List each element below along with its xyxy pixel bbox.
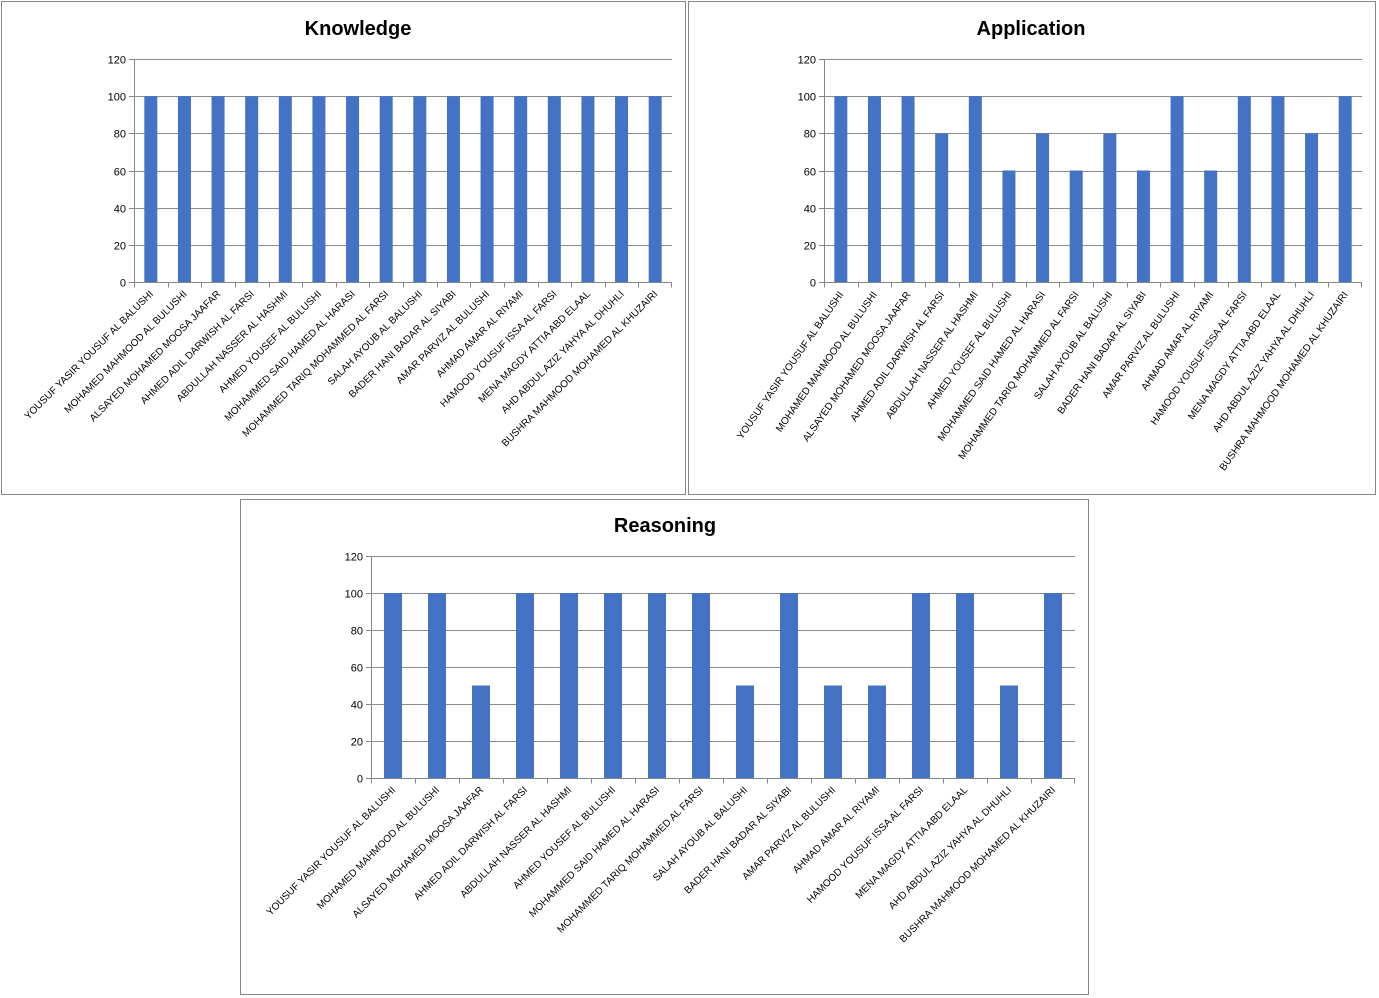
reasoning-bar [560, 593, 578, 778]
application-bar [1002, 170, 1016, 282]
application-y-tick-label: 0 [810, 278, 816, 290]
reasoning-y-tick-label: 40 [351, 700, 363, 712]
application-bar [1136, 170, 1150, 282]
reasoning-category-label: SALAH AYOUB AL BALUSHI [651, 785, 750, 884]
application-bar [1036, 133, 1050, 282]
knowledge-bar [177, 96, 191, 283]
application-bar [1069, 170, 1083, 282]
knowledge-bar [446, 96, 460, 283]
knowledge-chart-title: Knowledge [305, 18, 412, 40]
knowledge-chart: Knowledge 0 20 40 60 80 100 120 YOUSUF YASIR YOU… [23, 18, 672, 449]
reasoning-bar [1044, 593, 1062, 778]
knowledge-category-label: AHD ABDUL AZIZ YAHYA AL DHUHLI [500, 289, 627, 416]
knowledge-bar [346, 96, 360, 283]
reasoning-category-label: AMAR PARVIZ AL BULUSHI [740, 785, 838, 883]
reasoning-category-label: AHMAD AMAR AL RIYAMI [791, 785, 882, 876]
application-y-tick-label: 60 [804, 167, 816, 179]
knowledge-bar [379, 96, 393, 283]
application-y-tick-label: 80 [804, 129, 816, 141]
knowledge-category-label: YOUSUF YASIR YOUSUF AL BALUSHI [23, 289, 156, 422]
knowledge-bar [211, 96, 225, 283]
reasoning-bar [780, 593, 798, 778]
knowledge-bar [514, 96, 528, 283]
reasoning-chart-title: Reasoning [614, 515, 716, 537]
knowledge-bar [312, 96, 326, 283]
knowledge-y-tick-label: 80 [114, 129, 126, 141]
reasoning-y-tick-label: 120 [345, 552, 363, 564]
application-bar [834, 96, 848, 283]
knowledge-chart-panel: Knowledge 0 20 40 60 80 100 120 YOUSUF YASIR YOU… [1, 1, 686, 495]
reasoning-bar [868, 685, 886, 778]
reasoning-bar [1000, 685, 1018, 778]
application-bar [1305, 133, 1319, 282]
knowledge-bar [413, 96, 427, 283]
application-bar [867, 96, 881, 283]
application-bar [1338, 96, 1352, 283]
knowledge-y-tick-label: 100 [108, 92, 126, 104]
reasoning-bar [736, 685, 754, 778]
reasoning-bar [472, 685, 490, 778]
reasoning-y-tick-label: 20 [351, 737, 363, 749]
reasoning-category-label: BUSHRA MAHMOOD MOHAMED AL KHUZAIRI [898, 785, 1058, 945]
knowledge-y-tick-label: 60 [114, 167, 126, 179]
reasoning-bar [956, 593, 974, 778]
reasoning-y-tick-label: 80 [351, 626, 363, 638]
application-bar [968, 96, 982, 283]
knowledge-y-tick-label: 20 [114, 241, 126, 253]
application-chart-title: Application [977, 18, 1086, 40]
knowledge-bar [245, 96, 259, 283]
knowledge-bar [615, 96, 629, 283]
application-bar [1103, 133, 1117, 282]
knowledge-bar [648, 96, 662, 283]
application-chart-panel: Application 0 20 40 60 80 100 120 YOUSUF YASIR Y… [688, 1, 1376, 495]
application-bar [1170, 96, 1184, 283]
knowledge-y-tick-label: 0 [120, 278, 126, 290]
reasoning-chart-panel: Reasoning 0 20 40 60 80 100 120 YOUSUF YASIR YOU… [240, 499, 1089, 995]
knowledge-bar [480, 96, 494, 283]
application-y-tick-label: 20 [804, 241, 816, 253]
reasoning-bar [604, 593, 622, 778]
reasoning-bar [692, 593, 710, 778]
application-y-tick-label: 100 [798, 92, 816, 104]
reasoning-y-tick-label: 100 [345, 589, 363, 601]
reasoning-y-tick-label: 0 [357, 774, 363, 786]
application-y-tick-label: 120 [798, 55, 816, 67]
reasoning-bar [516, 593, 534, 778]
application-bar [1204, 170, 1218, 282]
knowledge-y-tick-label: 40 [114, 204, 126, 216]
knowledge-category-label: ALSAYED MOHAMED MOOSA JAAFAR [88, 289, 223, 424]
application-bar [1271, 96, 1285, 283]
application-bar [1237, 96, 1251, 283]
knowledge-bar [547, 96, 561, 283]
reasoning-bar [912, 593, 930, 778]
knowledge-bar [144, 96, 158, 283]
knowledge-category-label: MOHAMED MAHMOOD AL BULUSHI [63, 289, 190, 416]
knowledge-bar [278, 96, 292, 283]
application-y-tick-label: 40 [804, 204, 816, 216]
application-category-label: BUSHRA MAHMOOD MOHAMED AL KHUZAIRI [1218, 290, 1351, 473]
application-bar [935, 133, 949, 282]
reasoning-bar [648, 593, 666, 778]
reasoning-bar [428, 593, 446, 778]
reasoning-bar [824, 685, 842, 778]
knowledge-bar [581, 96, 595, 283]
application-bar [901, 96, 915, 283]
reasoning-y-tick-label: 60 [351, 663, 363, 675]
knowledge-category-label: BUSHRA MAHMOOD MOHAMED AL KHUZAIRI [500, 289, 660, 449]
application-category-label: MOHAMMED TARIQ MOHAMMED AL FARSI [957, 290, 1082, 462]
knowledge-y-tick-label: 120 [108, 55, 126, 67]
reasoning-bar [384, 593, 402, 778]
